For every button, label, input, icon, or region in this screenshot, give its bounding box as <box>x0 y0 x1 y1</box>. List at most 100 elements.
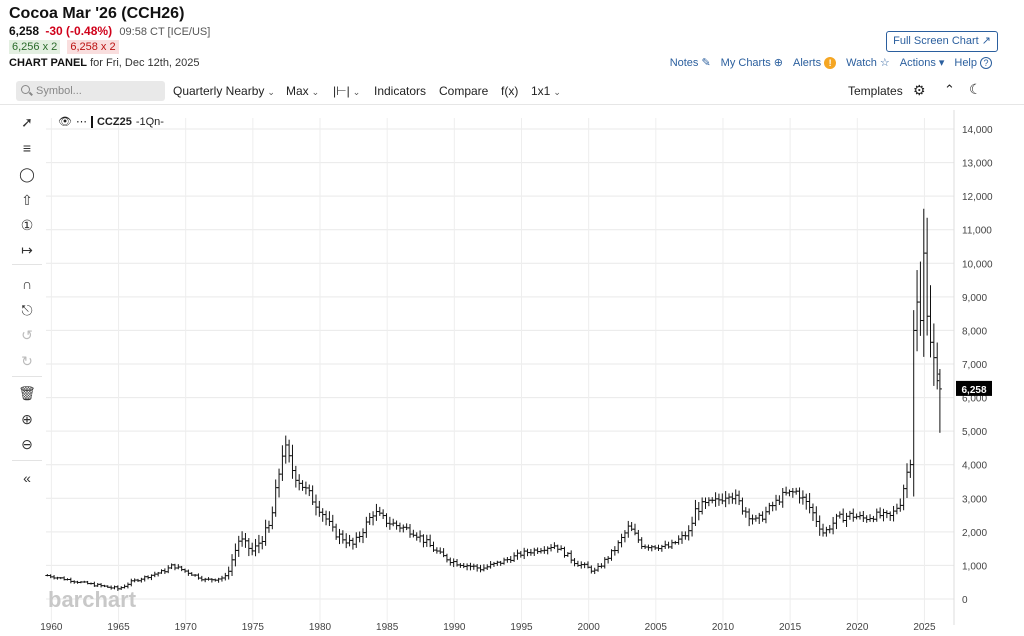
ohlc-bar <box>562 546 567 558</box>
arrow-up-tool-icon[interactable]: ⇧ <box>21 192 33 208</box>
notes-link[interactable]: Notes ✎ <box>669 56 711 70</box>
alerts-link[interactable]: Alerts! <box>793 56 837 69</box>
y-tick-label: 9,000 <box>962 293 987 304</box>
period-select[interactable]: Max ⌄ <box>286 84 319 98</box>
gear-icon[interactable]: ⚙ <box>913 82 926 98</box>
ohlc-bar <box>471 563 476 570</box>
y-tick-label: 3,000 <box>962 494 987 505</box>
ohlc-bar <box>545 546 550 555</box>
unlock-icon[interactable]: ⎋ <box>21 302 33 318</box>
ohlc-bar <box>277 468 282 498</box>
indicators-button[interactable]: Indicators <box>374 84 427 98</box>
ohlc-bar <box>411 529 416 538</box>
ohlc-bar <box>750 514 755 525</box>
more-icon[interactable]: ⋯ <box>75 116 87 128</box>
ohlc-bar <box>371 511 376 526</box>
ohlc-bar <box>837 511 842 519</box>
ohlc-bar <box>676 535 681 545</box>
shape-tool-icon[interactable]: ◯ <box>19 166 35 182</box>
zoom-in-icon[interactable]: ⊕ <box>21 411 33 427</box>
y-tick-label: 10,000 <box>962 259 993 270</box>
fx-button[interactable]: f(x) <box>501 84 519 98</box>
ohlc-bar <box>139 577 144 583</box>
magnet-icon[interactable]: ∩ <box>21 276 33 292</box>
y-tick-label: 11,000 <box>962 226 992 237</box>
ask-badge: 6,258 x 2 <box>67 40 119 54</box>
pencil-icon: ✎ <box>701 57 711 69</box>
search-placeholder: Symbol... <box>36 85 82 97</box>
aggregation-select[interactable]: Quarterly Nearby ⌄ <box>173 84 275 98</box>
ohlc-bar <box>421 534 426 548</box>
ohlc-bar <box>686 525 691 541</box>
ohlc-bar <box>727 493 732 505</box>
layout-select[interactable]: 1x1 ⌄ <box>531 84 561 98</box>
ohlc-bar <box>747 508 752 527</box>
y-tick-label: 1,000 <box>962 561 987 572</box>
ohlc-bar <box>733 489 738 505</box>
ohlc-bar <box>874 508 879 522</box>
ohlc-bar <box>626 520 631 538</box>
ohlc-bar <box>649 545 654 552</box>
x-tick-label: 1985 <box>376 622 399 633</box>
actions-menu[interactable]: Actions ▾ <box>900 56 945 70</box>
y-axis: 0 1,000 2,000 3,000 4,000 5,000 6,000 7,000 8,00… <box>962 125 993 606</box>
ohlc-bar <box>313 494 318 516</box>
ohlc-bar <box>844 512 849 527</box>
fibonacci-tool-icon[interactable]: ≡ <box>22 140 32 156</box>
help-link[interactable]: Help? <box>954 56 992 69</box>
ohlc-bar <box>364 516 369 538</box>
dark-mode-icon[interactable]: ☾ <box>969 81 982 97</box>
symbol-search-input[interactable]: Symbol... <box>16 81 165 101</box>
drawing-tools-sidebar: ➚ ≡ ◯ ⇧ ① ↦ ∩ ⎋ ↺ ↻ 🗑 ⊕ ⊖ « <box>0 110 52 530</box>
ohlc-bar <box>810 503 815 521</box>
y-tick-label: 2,000 <box>962 528 987 539</box>
templates-button[interactable]: Templates <box>848 84 903 98</box>
x-tick-label: 2010 <box>712 622 735 633</box>
collapse-up-icon[interactable]: ⌃ <box>944 82 955 97</box>
trendline-tool-icon[interactable]: ➚ <box>21 114 33 130</box>
trash-icon[interactable]: 🗑 <box>18 385 36 401</box>
help-icon: ? <box>980 56 992 69</box>
bid-ask: 6,256 x 2 6,258 x 2 <box>9 40 119 54</box>
ohlc-bar <box>424 534 429 547</box>
ohlc-bar <box>444 553 449 563</box>
y-tick-label: 0 <box>962 595 968 606</box>
x-tick-label: 2020 <box>846 622 869 633</box>
full-screen-chart-button[interactable]: Full Screen Chart ↗ <box>886 31 998 52</box>
zoom-out-icon[interactable]: ⊖ <box>21 436 33 452</box>
compare-button[interactable]: Compare <box>439 84 489 98</box>
quote-line: 6,258 -30 (-0.48%) 09:58 CT [ICE/US] <box>9 24 210 38</box>
ohlc-bar <box>690 516 695 537</box>
undo-icon[interactable]: ↺ <box>21 327 33 343</box>
x-tick-label: 2015 <box>779 622 802 633</box>
collapse-sidebar-icon[interactable]: « <box>23 470 31 486</box>
measure-tool-icon[interactable]: ↦ <box>21 242 33 258</box>
ohlc-bar <box>740 497 745 515</box>
price-chart[interactable]: 0 1,000 2,000 3,000 4,000 5,000 6,000 7,000 8,00… <box>0 110 1024 636</box>
chart-panel-label: CHART PANEL for Fri, Dec 12th, 2025 <box>9 57 200 69</box>
sidebar-divider <box>12 376 42 377</box>
eye-icon[interactable]: 👁 <box>58 116 72 128</box>
chevron-down-icon: ⌄ <box>267 87 275 97</box>
ohlc-bar <box>330 514 335 532</box>
ohlc-bar <box>327 511 332 527</box>
ohlc-bar-current <box>937 369 942 433</box>
chevron-down-icon: ⌄ <box>311 87 320 97</box>
chart-grid <box>46 110 955 625</box>
redo-icon[interactable]: ↻ <box>21 353 33 369</box>
y-tick-label: 4,000 <box>962 461 987 472</box>
chart-toolbar: Symbol... Quarterly Nearby ⌄ Max ⌄ |⊢| ⌄ In… <box>0 79 1024 105</box>
my-charts-link[interactable]: My Charts ⊕ <box>721 56 783 70</box>
ohlc-bar <box>790 487 795 498</box>
plus-circle-icon: ⊕ <box>773 57 783 69</box>
notes-label: Notes <box>669 56 699 69</box>
ohlc-bar <box>266 520 271 533</box>
ohlc-bar <box>555 544 560 553</box>
annotation-tool-icon[interactable]: ① <box>20 217 34 233</box>
watch-link[interactable]: Watch ☆ <box>846 56 890 70</box>
ohlc-bar <box>179 565 184 572</box>
bar-type-select[interactable]: |⊢| ⌄ <box>333 84 360 98</box>
ohlc-bar <box>559 545 564 551</box>
ohlc-bar <box>397 522 402 533</box>
ohlc-bar <box>915 270 920 352</box>
